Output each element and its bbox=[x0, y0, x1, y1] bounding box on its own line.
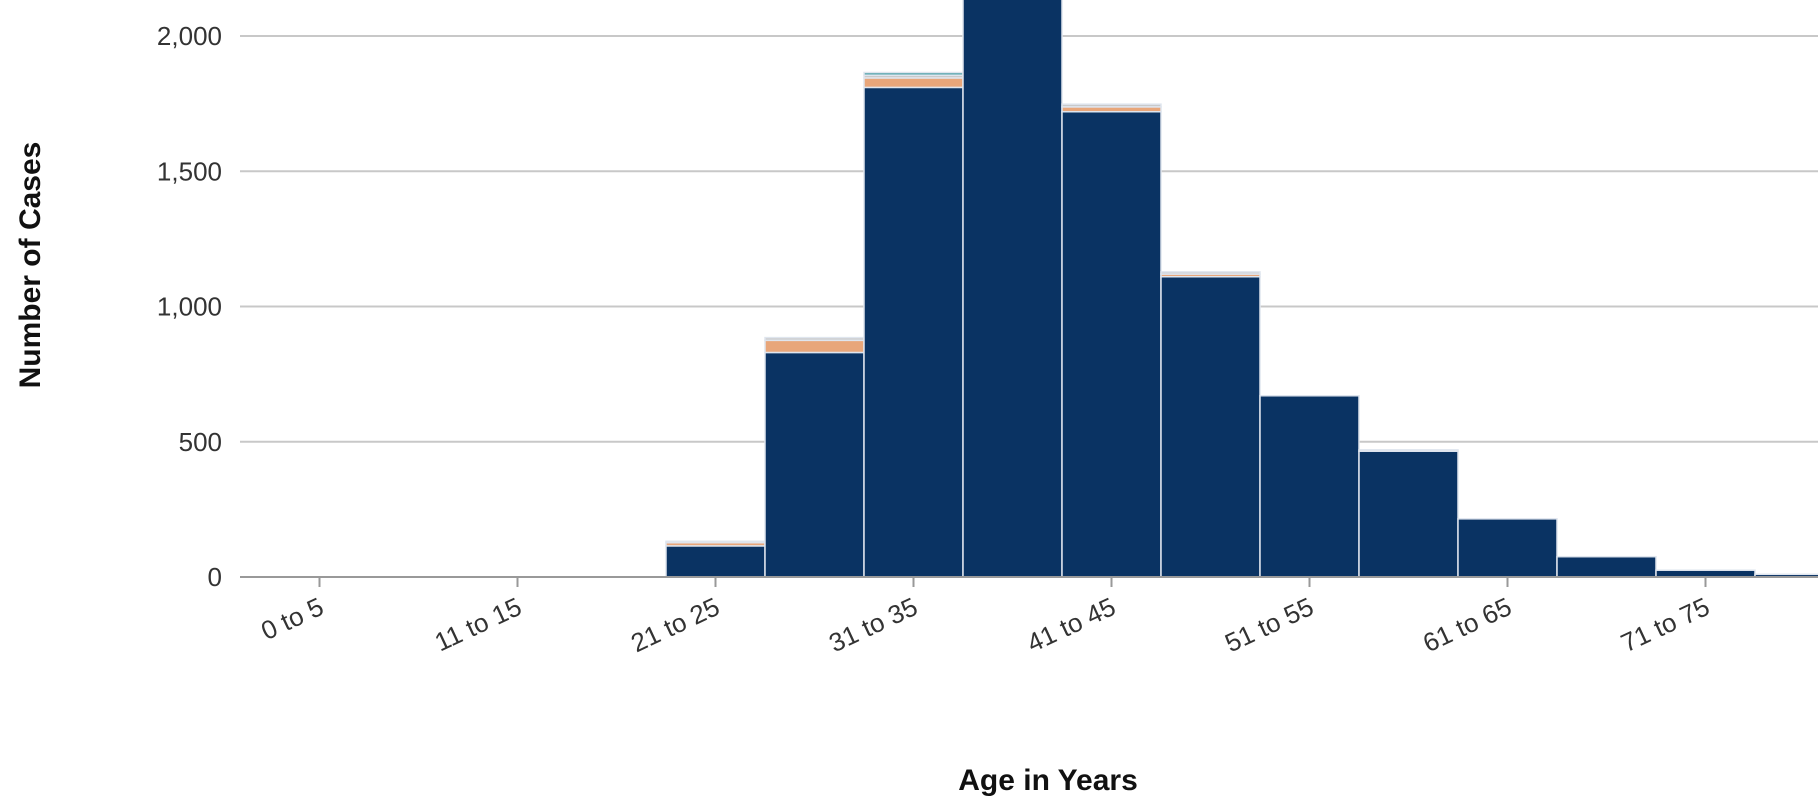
bar-segment bbox=[665, 540, 766, 544]
bar-segment bbox=[1457, 518, 1558, 578]
y-tick-label: 500 bbox=[179, 427, 222, 457]
x-tick-label: 51 to 55 bbox=[1220, 591, 1318, 658]
x-tick-label: 0 to 5 bbox=[256, 591, 328, 646]
bar-segment bbox=[1556, 555, 1657, 578]
bar-segment bbox=[1160, 271, 1261, 275]
bar-segment bbox=[1160, 275, 1261, 578]
bar-segment bbox=[764, 336, 865, 342]
y-tick-label: 2,000 bbox=[157, 21, 222, 51]
x-axis bbox=[240, 576, 1818, 587]
x-tick-label: 61 to 65 bbox=[1418, 591, 1516, 658]
bars bbox=[665, 0, 1818, 578]
x-tick-label: 41 to 45 bbox=[1022, 591, 1120, 658]
x-tick-label: 31 to 35 bbox=[824, 591, 922, 658]
bar-segment bbox=[962, 0, 1063, 578]
x-tick-label: 21 to 25 bbox=[626, 591, 724, 658]
bar-segment bbox=[1061, 110, 1162, 578]
y-tick-label: 1,000 bbox=[157, 292, 222, 322]
bar-segment bbox=[1655, 569, 1756, 578]
bar-segment bbox=[863, 77, 964, 89]
bar-segment bbox=[665, 545, 766, 578]
bar-segment bbox=[764, 339, 865, 354]
bar-segment bbox=[1358, 449, 1459, 452]
x-tick-label: 11 to 15 bbox=[430, 591, 526, 657]
y-tick-label: 1,500 bbox=[157, 156, 222, 186]
bar-segment bbox=[764, 351, 865, 578]
bar-segment bbox=[1061, 103, 1162, 108]
bar-segment bbox=[1358, 450, 1459, 578]
bar-segment bbox=[1259, 395, 1360, 578]
x-tick-label: 71 to 75 bbox=[1616, 591, 1714, 658]
x-tick-labels: 0 to 5 11 to 15 21 to 25 31 to 35 41 to 45 51… bbox=[256, 591, 1714, 658]
y-axis-title: Number of Cases bbox=[14, 142, 47, 389]
bar-segment bbox=[863, 86, 964, 578]
x-axis-title: Age in Years bbox=[958, 764, 1138, 797]
bar-segment bbox=[863, 71, 964, 76]
y-tick-label: 0 bbox=[208, 562, 222, 592]
y-tick-labels: 0 500 1,000 1,500 2,000 bbox=[157, 21, 222, 592]
